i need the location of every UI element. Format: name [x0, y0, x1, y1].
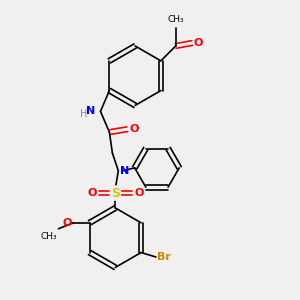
Text: N: N [86, 106, 95, 116]
Text: O: O [87, 188, 97, 198]
Text: O: O [62, 218, 72, 228]
Text: O: O [130, 124, 139, 134]
Text: O: O [194, 38, 203, 48]
Text: H: H [80, 109, 87, 119]
Text: S: S [111, 187, 120, 200]
Text: CH₃: CH₃ [40, 232, 57, 241]
Text: Br: Br [158, 252, 171, 262]
Text: N: N [120, 166, 129, 176]
Text: CH₃: CH₃ [167, 15, 184, 24]
Text: O: O [134, 188, 143, 198]
